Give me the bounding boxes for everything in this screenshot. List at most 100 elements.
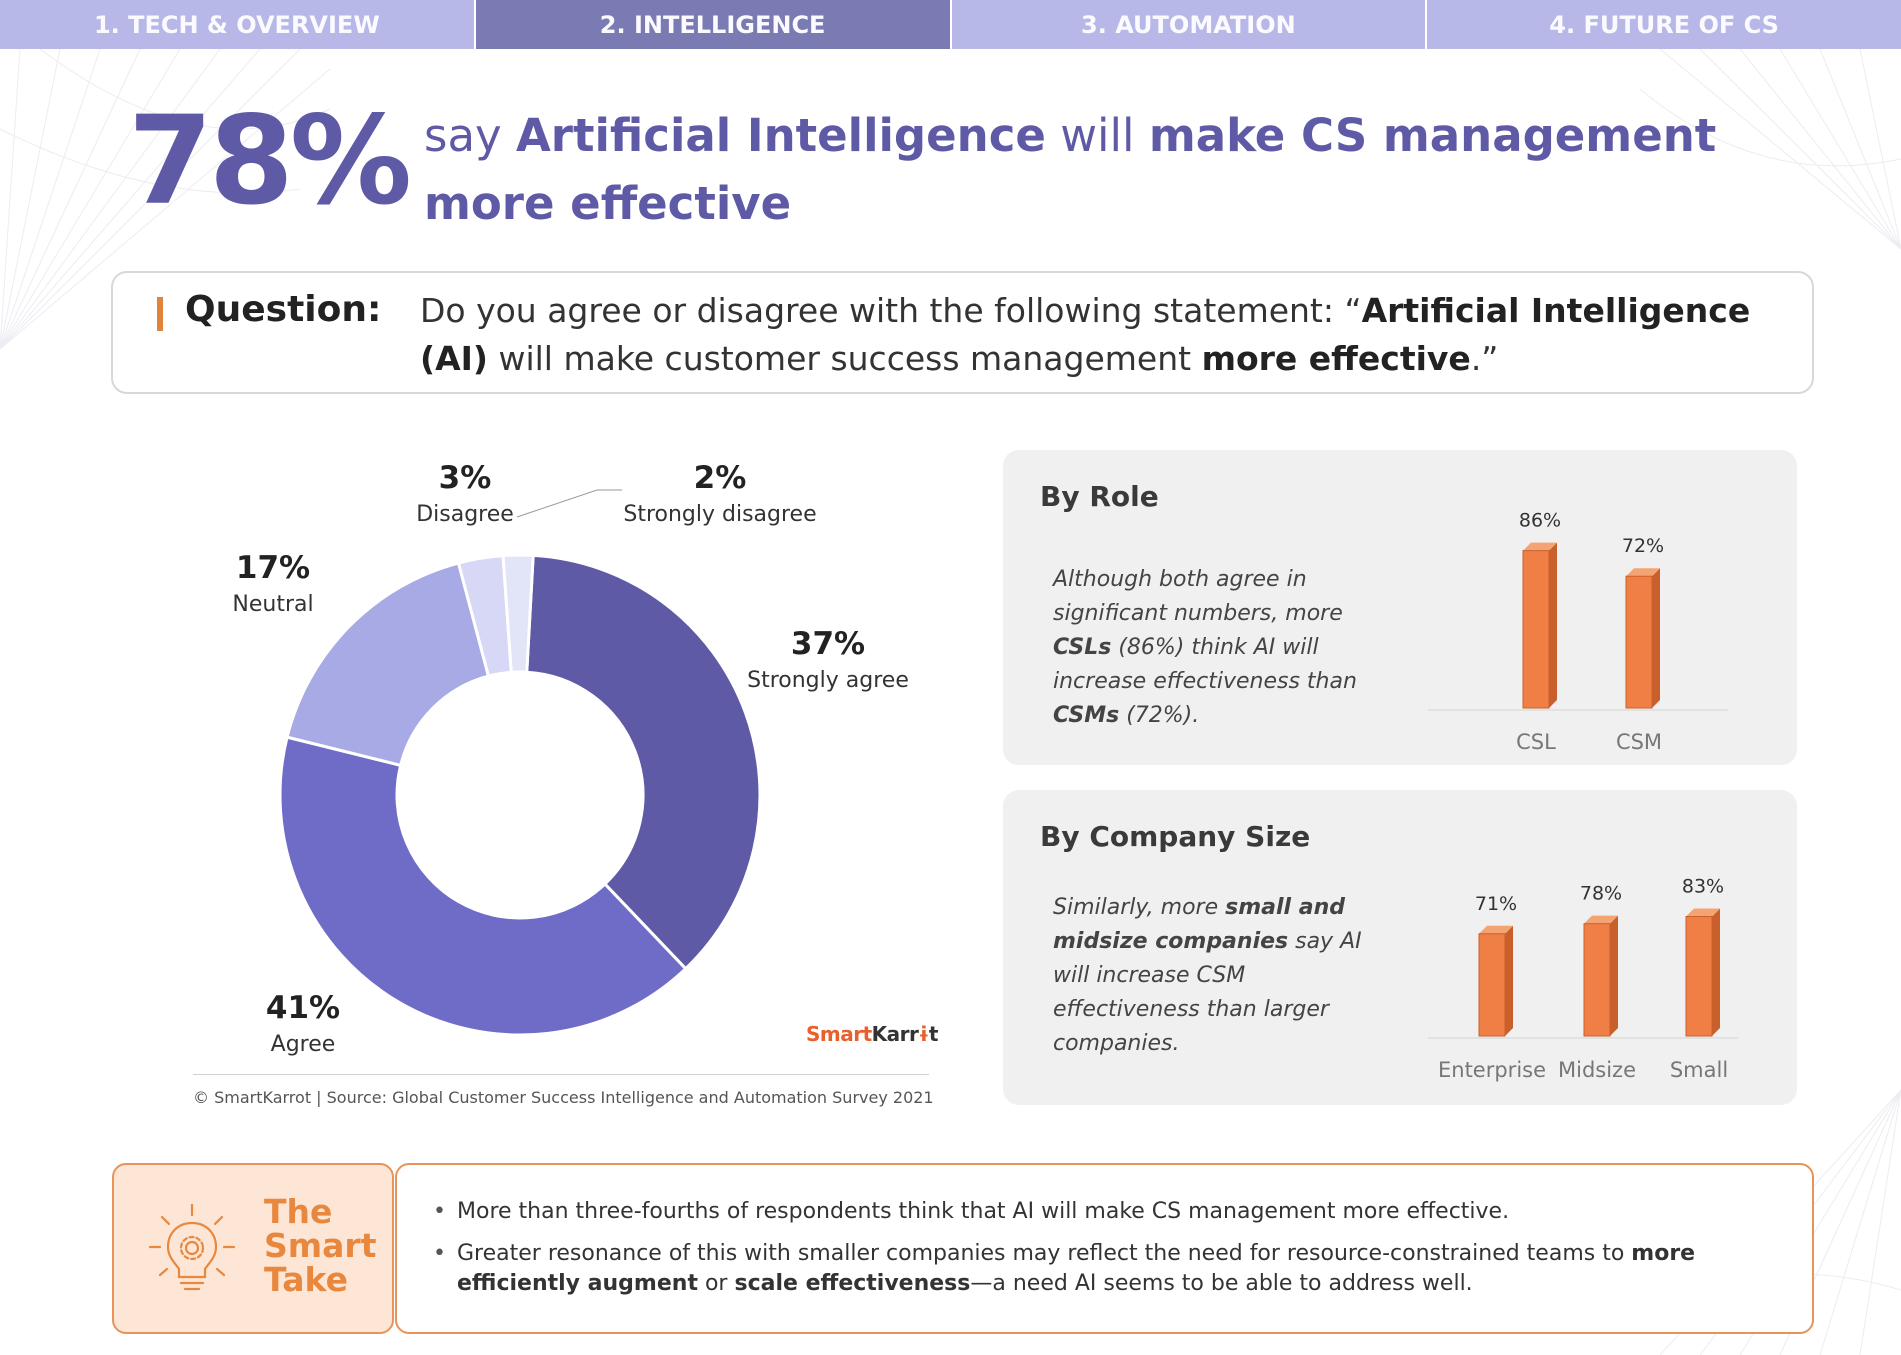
bar-side-csm (1652, 568, 1660, 708)
by-role-desc-csls: CSLs (1053, 635, 1112, 660)
headline-bold-ai: Artificial Intelligence (515, 109, 1046, 162)
smart-take-content: More than three-fourths of respondents t… (395, 1163, 1814, 1334)
bar-top-csl (1523, 542, 1557, 551)
bar-category-label-enterprise: Enterprise (1438, 1058, 1546, 1082)
tab-tech-overview[interactable]: 1. TECH & OVERVIEW (0, 0, 476, 49)
by-company-size-title: By Company Size (1040, 820, 1311, 853)
question-accent-bar (157, 297, 163, 331)
tab-intelligence[interactable]: 2. INTELLIGENCE (475, 0, 952, 49)
bar-top-enterprise (1479, 925, 1513, 934)
donut-slice-agree (278, 735, 688, 1037)
slice-name-strongly-disagree: Strongly disagree (623, 502, 817, 527)
brand-part3: t (928, 1022, 939, 1046)
by-role-desc-part: (86%) think AI will increase effectivene… (1053, 635, 1357, 694)
section-tab-bar: 1. TECH & OVERVIEW 2. INTELLIGENCE 3. AU… (0, 0, 1901, 49)
question-text: Do you agree or disagree with the follow… (420, 287, 1790, 383)
slice-name-strongly-agree: Strongly agree (747, 668, 909, 693)
bar-top-midsize (1584, 915, 1618, 924)
lightbulb-gear-icon (148, 1203, 236, 1303)
slice-name-agree: Agree (270, 1032, 336, 1057)
question-text-bold-effective: more effective (1201, 339, 1471, 378)
slice-label-strongly-agree: 37% Strongly agree (743, 626, 913, 693)
question-text-post: .” (1470, 339, 1499, 378)
source-divider (193, 1074, 929, 1075)
bar-category-label-csm: CSM (1616, 730, 1662, 754)
bar-side-enterprise (1505, 925, 1513, 1036)
strongly-disagree-leader-line (516, 489, 622, 518)
smart-take-title: The Smart Take (264, 1195, 376, 1297)
source-citation: © SmartKarrot | Source: Global Customer … (193, 1088, 934, 1107)
by-role-description: Although both agree in significant numbe… (1053, 563, 1393, 733)
bar-value-label-small: 83% (1682, 875, 1724, 897)
smart-take-title-line: Smart (264, 1226, 377, 1265)
bar-side-small (1712, 908, 1720, 1036)
question-text-bold-ai: Artificial Intelligence (AI) (420, 291, 1751, 378)
question-text-pre: Do you agree or disagree with the follow… (420, 291, 1362, 330)
smart-take-title-line: Take (264, 1260, 348, 1299)
headline-percentage: 78% (128, 90, 412, 232)
donut-slice-strongly-agree (525, 553, 762, 971)
question-label: Question: (185, 289, 382, 330)
bullet2-mid: or (697, 1271, 735, 1296)
bar-enterprise (1478, 933, 1506, 1037)
smart-take-bullet-1: More than three-fourths of respondents t… (433, 1197, 1773, 1227)
question-box: Question: Do you agree or disagree with … (111, 271, 1814, 394)
tab-future-of-cs[interactable]: 4. FUTURE OF CS (1427, 0, 1901, 49)
by-size-desc-part: say AI will increase CSM effectiveness t… (1053, 929, 1362, 1056)
bullet2-pre: Greater resonance of this with smaller c… (457, 1241, 1632, 1266)
bar-csm (1625, 575, 1653, 709)
bar-category-label-csl: CSL (1516, 730, 1556, 754)
bar-side-csl (1549, 542, 1557, 708)
headline-pre: say (424, 109, 516, 162)
bar-side-midsize (1610, 915, 1618, 1036)
slice-value-disagree: 3% (438, 460, 492, 496)
by-role-bar-chart: 86% CSL 72% CSM (1428, 510, 1728, 754)
by-role-desc-csms: CSMs (1053, 703, 1120, 728)
bar-value-label-csl: 86% (1519, 510, 1561, 532)
bar-value-label-midsize: 78% (1580, 883, 1622, 905)
by-role-title: By Role (1040, 480, 1159, 513)
tab-automation[interactable]: 3. AUTOMATION (951, 0, 1428, 49)
headline-mid: will (1045, 109, 1149, 162)
bar-category-label-small: Small (1670, 1058, 1728, 1082)
slice-label-strongly-disagree: 2% Strongly disagree (615, 460, 825, 527)
brand-part2: Karr (871, 1022, 919, 1046)
smart-take-bullets: More than three-fourths of respondents t… (433, 1197, 1773, 1311)
donut-chart: 3% Disagree 2% Strongly disagree 17% Neu… (0, 440, 960, 1090)
bullet2-bold-augment: more efficiently augment (457, 1241, 1696, 1296)
brand-part1: Smart (806, 1022, 872, 1046)
by-company-size-bar-chart: 71% Enterprise 78% Midsize 83% Small (1428, 875, 1738, 1082)
slice-value-agree: 41% (265, 990, 341, 1026)
headline-text: say Artificial Intelligence will make CS… (424, 102, 1754, 238)
by-company-size-panel: By Company Size Similarly, more small an… (1003, 790, 1797, 1105)
bar-small (1685, 915, 1713, 1037)
by-role-desc-part: (72%). (1119, 703, 1200, 728)
bar-category-label-midsize: Midsize (1558, 1058, 1636, 1082)
donut-slice-neutral (285, 561, 491, 768)
bar-value-label-csm: 72% (1622, 535, 1664, 557)
smart-take-badge: The Smart Take (112, 1163, 394, 1334)
bar-top-small (1686, 908, 1720, 917)
smartkarrot-logo: SmartKarrɨt (806, 1022, 938, 1046)
slice-value-strongly-agree: 37% (790, 626, 866, 662)
slice-label-agree: 41% Agree (248, 990, 358, 1057)
slice-name-disagree: Disagree (416, 502, 514, 527)
by-size-desc-bold: small and midsize companies (1053, 895, 1346, 954)
by-role-panel: By Role Although both agree in significa… (1003, 450, 1797, 765)
smart-take-title-line: The (264, 1192, 333, 1231)
bar-csl (1522, 550, 1550, 709)
background-decoration-right (1640, 49, 1901, 269)
bar-value-label-enterprise: 71% (1475, 893, 1517, 915)
by-role-desc-part: Although both agree in significant numbe… (1053, 567, 1343, 626)
bullet2-bold-scale: scale effectiveness (734, 1271, 971, 1296)
donut-slice-strongly-disagree (501, 553, 535, 674)
donut-chart-svg (278, 489, 762, 1037)
by-size-desc-part: Similarly, more (1053, 895, 1226, 920)
bar-midsize (1583, 923, 1611, 1037)
question-text-mid: will make customer success management (487, 339, 1202, 378)
background-decoration-left (0, 49, 340, 369)
slice-label-neutral: 17% Neutral (218, 550, 328, 617)
headline-bold-effective: make CS management more effective (424, 109, 1717, 230)
by-company-size-description: Similarly, more small and midsize compan… (1053, 891, 1393, 1061)
slice-label-disagree: 3% Disagree (400, 460, 530, 527)
